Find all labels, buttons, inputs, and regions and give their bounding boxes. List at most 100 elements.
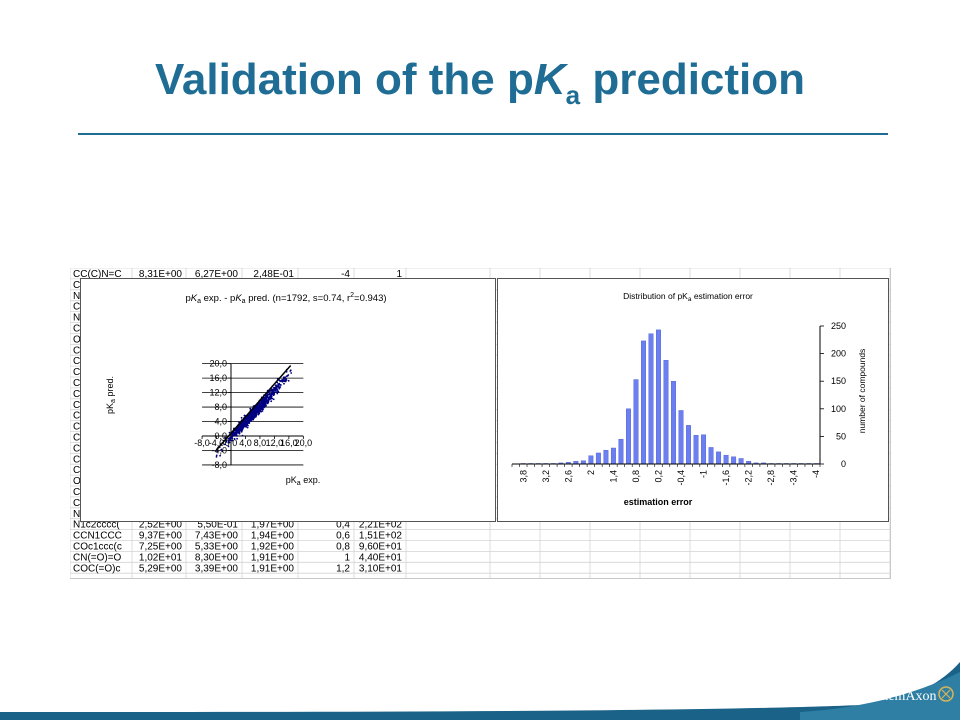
histogram-x-tick-label: 1,4 <box>608 470 618 483</box>
scatter-point <box>246 426 249 429</box>
histogram-bar <box>678 410 684 465</box>
scatter-point <box>266 402 269 405</box>
footer-swoosh-dark <box>0 662 960 720</box>
scatter-point <box>239 425 242 428</box>
scatter-y-tick-label: 8,0 <box>214 402 227 412</box>
scatter-y-tick-label: 12,0 <box>209 388 227 398</box>
scatter-point <box>262 403 265 406</box>
histogram-x-tick-label: -4 <box>811 470 821 478</box>
sheet-cell-text: N1c2cccc( <box>73 520 120 531</box>
scatter-point <box>229 436 232 439</box>
scatter-point <box>273 388 276 391</box>
scatter-point <box>246 418 249 420</box>
scatter-point <box>249 413 252 416</box>
histogram-bar <box>656 329 661 465</box>
scatter-point <box>216 449 219 452</box>
scatter-point <box>250 411 253 413</box>
scatter-point <box>266 394 268 397</box>
scatter-point <box>272 394 275 397</box>
sheet-cell-text: COc1ccc(c <box>73 542 122 553</box>
scatter-point <box>258 403 261 406</box>
scatter-point <box>265 396 268 398</box>
scatter-point <box>238 432 241 434</box>
sheet-cell-text: Cc <box>73 400 85 411</box>
scatter-point <box>245 420 248 423</box>
scatter-point <box>287 379 290 382</box>
sheet-cell-text: Nc <box>73 313 85 324</box>
scatter-point <box>242 422 244 425</box>
scatter-point <box>272 387 275 389</box>
scatter-point <box>215 456 218 458</box>
sheet-cell-text: Oc <box>73 476 86 487</box>
title-italic-k: K <box>533 55 566 104</box>
sheet-cell-text: 1,2 <box>336 563 350 574</box>
histogram-y-tick-label: 200 <box>831 349 846 359</box>
scatter-x-tick-label: 8,0 <box>254 438 267 448</box>
scatter-point <box>228 440 230 442</box>
scatter-point <box>240 416 243 419</box>
histogram-bar <box>686 425 691 465</box>
scatter-point <box>268 392 271 395</box>
scatter-point <box>220 448 223 451</box>
scatter-point <box>228 441 231 444</box>
scatter-point <box>256 410 259 412</box>
scatter-y-tick-label: 0,0 <box>214 431 227 441</box>
sheet-cell-text: Cc <box>73 411 85 422</box>
scatter-point <box>267 396 269 399</box>
scatter-point <box>261 408 263 411</box>
scatter-tick-labels: -8,0-4,0 0,0 4,0 8,0 12,016,020,020,016,012,… <box>194 359 312 470</box>
scatter-point <box>268 396 271 398</box>
scatter-y-tick-label: 20,0 <box>209 359 227 369</box>
scatter-point <box>235 434 238 437</box>
scatter-point <box>227 445 230 448</box>
title-text-prefix: Validation of the p <box>154 55 534 104</box>
histogram-bar <box>723 454 729 465</box>
sheet-cell-text: Cc <box>73 345 85 356</box>
sheet-cell-text: Cl <box>73 324 82 335</box>
scatter-x-tick-label: -8,0 <box>194 438 210 448</box>
sheet-cell-text: Cc <box>73 367 85 378</box>
scatter-point <box>260 405 263 408</box>
sheet-cell-text: Cc <box>73 356 85 367</box>
scatter-point <box>270 400 273 403</box>
slide-title: Validation of the pKa prediction <box>0 54 960 108</box>
sheet-cell-text: 1,97E+00 <box>251 520 295 531</box>
scatter-point <box>278 382 281 385</box>
sheet-cell-text: Cc <box>73 422 85 433</box>
scatter-point <box>233 438 236 440</box>
sheet-cell-text: 6,27E+00 <box>195 269 239 280</box>
histogram-bar <box>625 408 631 465</box>
scatter-point <box>281 379 283 381</box>
scatter-x-tick-label: 16,0 <box>280 438 298 448</box>
scatter-x-tick-label: 20,0 <box>295 438 313 448</box>
brand-logo-text: ChemAxon <box>872 689 937 704</box>
scatter-point <box>268 398 271 401</box>
scatter-point <box>245 425 248 428</box>
sheet-cell-text: 1,91E+00 <box>251 552 295 563</box>
scatter-point <box>257 403 259 406</box>
histogram-x-tick-label: -1,6 <box>721 470 731 486</box>
scatter-point <box>263 400 266 402</box>
scatter-fit-line <box>215 364 292 451</box>
histogram-bar <box>701 434 707 465</box>
sheet-cell-text: 1,02E+01 <box>139 552 183 563</box>
sheet-cell-text: 7,25E+00 <box>139 542 183 553</box>
sheet-cell-text: Cc <box>73 487 85 498</box>
scatter-point <box>235 429 238 432</box>
scatter-point <box>252 415 255 418</box>
scatter-point <box>285 379 288 381</box>
scatter-point <box>261 401 263 404</box>
scatter-y-tick-label: -8,0 <box>211 460 227 470</box>
histogram-bar <box>731 456 737 465</box>
scatter-point <box>258 408 261 411</box>
scatter-y-tick-label: 16,0 <box>209 373 227 383</box>
sheet-cell-text: Cl <box>73 433 82 444</box>
sheet-cell-text: Cc <box>73 280 85 291</box>
histogram-x-tick-label: 0,2 <box>654 470 664 483</box>
histogram-x-tick-label: 0,8 <box>631 470 641 483</box>
sheet-cell-text: Nc <box>73 509 85 520</box>
scatter-point <box>262 401 265 404</box>
histogram-y-tick-label: 100 <box>831 404 846 414</box>
histogram-x-tick-label: 2,6 <box>563 470 573 483</box>
histogram-title: Distribution of pKa estimation error <box>623 291 753 303</box>
